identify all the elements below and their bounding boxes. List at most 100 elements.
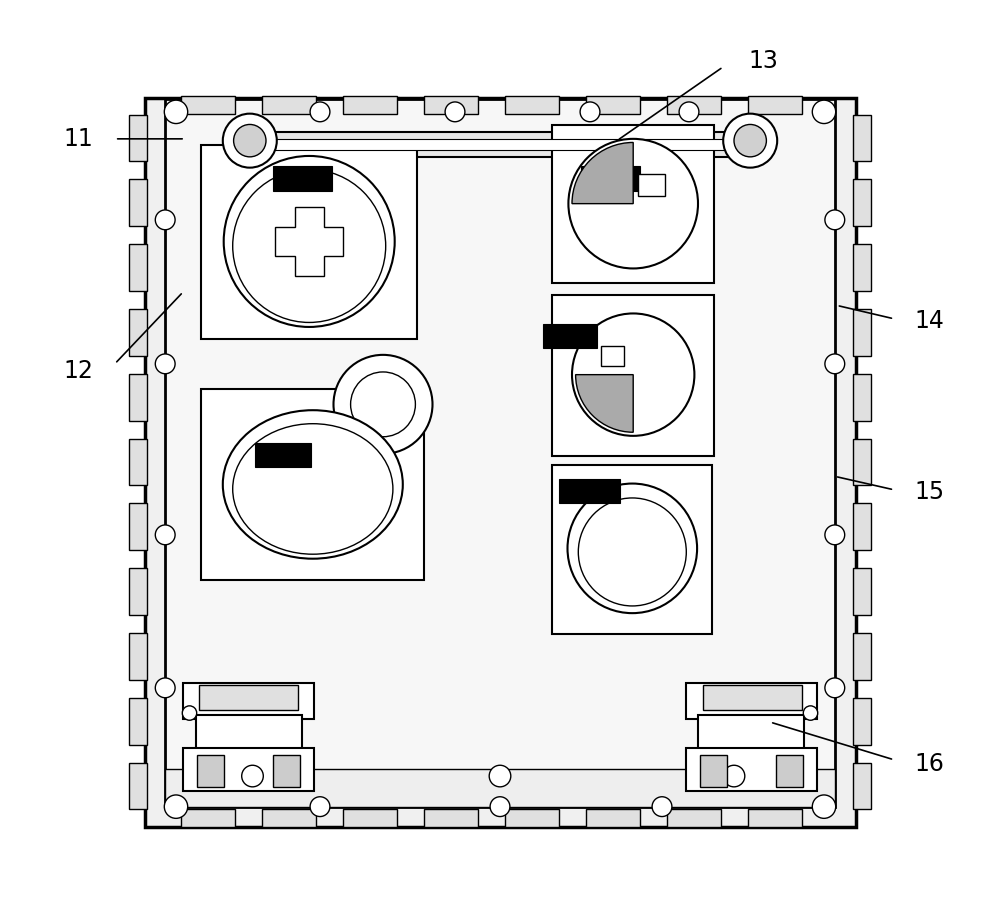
Bar — [853, 374, 871, 421]
Circle shape — [734, 125, 766, 157]
Bar — [255, 443, 311, 467]
Bar — [686, 683, 817, 719]
Bar — [129, 569, 147, 615]
Polygon shape — [275, 208, 343, 276]
Circle shape — [825, 354, 845, 374]
Bar — [666, 96, 720, 114]
Circle shape — [652, 797, 672, 817]
Bar — [853, 114, 871, 162]
Bar — [129, 633, 147, 679]
Bar — [424, 96, 478, 114]
Bar — [129, 309, 147, 355]
Circle shape — [234, 125, 266, 157]
Circle shape — [578, 497, 686, 606]
Bar — [244, 132, 757, 157]
Circle shape — [490, 797, 510, 817]
Bar — [342, 809, 396, 827]
Circle shape — [155, 525, 175, 545]
Circle shape — [812, 795, 836, 819]
Bar — [180, 96, 234, 114]
Bar — [144, 99, 856, 827]
Bar — [853, 503, 871, 550]
Bar — [601, 346, 624, 366]
Bar — [201, 390, 424, 580]
Bar — [505, 96, 558, 114]
Text: 16: 16 — [914, 752, 944, 776]
Bar — [129, 114, 147, 162]
Bar — [853, 569, 871, 615]
Circle shape — [489, 765, 511, 786]
Bar — [666, 809, 720, 827]
Circle shape — [572, 314, 694, 436]
Bar — [424, 809, 478, 827]
Circle shape — [155, 210, 175, 230]
Circle shape — [812, 101, 836, 124]
Bar — [853, 762, 871, 809]
Bar — [638, 174, 665, 197]
Circle shape — [803, 706, 818, 720]
Circle shape — [233, 170, 386, 322]
Circle shape — [723, 114, 777, 168]
Bar — [129, 438, 147, 485]
Circle shape — [723, 765, 745, 786]
Bar — [129, 245, 147, 291]
Bar — [748, 809, 802, 827]
Bar — [505, 809, 558, 827]
Circle shape — [825, 525, 845, 545]
Bar — [129, 374, 147, 421]
Bar — [698, 714, 804, 750]
Bar — [853, 633, 871, 679]
Bar — [853, 245, 871, 291]
Circle shape — [334, 354, 432, 454]
Bar — [853, 309, 871, 355]
Bar — [273, 755, 300, 786]
Circle shape — [155, 354, 175, 374]
Circle shape — [182, 706, 197, 720]
Bar — [252, 138, 748, 150]
Wedge shape — [572, 142, 633, 204]
Circle shape — [568, 138, 698, 269]
Circle shape — [445, 102, 465, 122]
Text: 12: 12 — [63, 359, 93, 383]
Bar — [196, 714, 302, 750]
Bar — [180, 809, 234, 827]
Circle shape — [351, 372, 415, 437]
Circle shape — [679, 102, 699, 122]
Bar — [552, 126, 714, 282]
Bar — [552, 295, 714, 456]
Bar — [129, 698, 147, 745]
Circle shape — [825, 678, 845, 698]
Bar — [748, 96, 802, 114]
Bar — [273, 166, 332, 191]
Bar — [262, 96, 316, 114]
Ellipse shape — [223, 410, 403, 558]
Circle shape — [224, 156, 395, 327]
Bar — [702, 685, 802, 711]
Bar — [198, 685, 298, 711]
Circle shape — [568, 484, 697, 613]
Bar — [700, 755, 727, 786]
Circle shape — [164, 795, 188, 819]
Circle shape — [580, 102, 600, 122]
Text: 14: 14 — [914, 308, 944, 332]
Ellipse shape — [233, 424, 393, 554]
Bar — [129, 179, 147, 226]
Bar — [853, 179, 871, 226]
Bar — [183, 683, 314, 719]
Bar — [197, 755, 224, 786]
Text: 15: 15 — [914, 480, 944, 504]
Wedge shape — [576, 375, 633, 432]
Circle shape — [310, 797, 330, 817]
Bar — [342, 96, 396, 114]
Bar — [558, 479, 620, 503]
Bar — [853, 698, 871, 745]
Bar — [129, 762, 147, 809]
Text: 11: 11 — [63, 126, 93, 150]
Bar — [183, 749, 314, 791]
Circle shape — [242, 765, 263, 786]
Bar — [686, 749, 817, 791]
Circle shape — [825, 210, 845, 230]
Circle shape — [155, 678, 175, 698]
Bar — [543, 324, 597, 348]
Bar — [586, 96, 640, 114]
